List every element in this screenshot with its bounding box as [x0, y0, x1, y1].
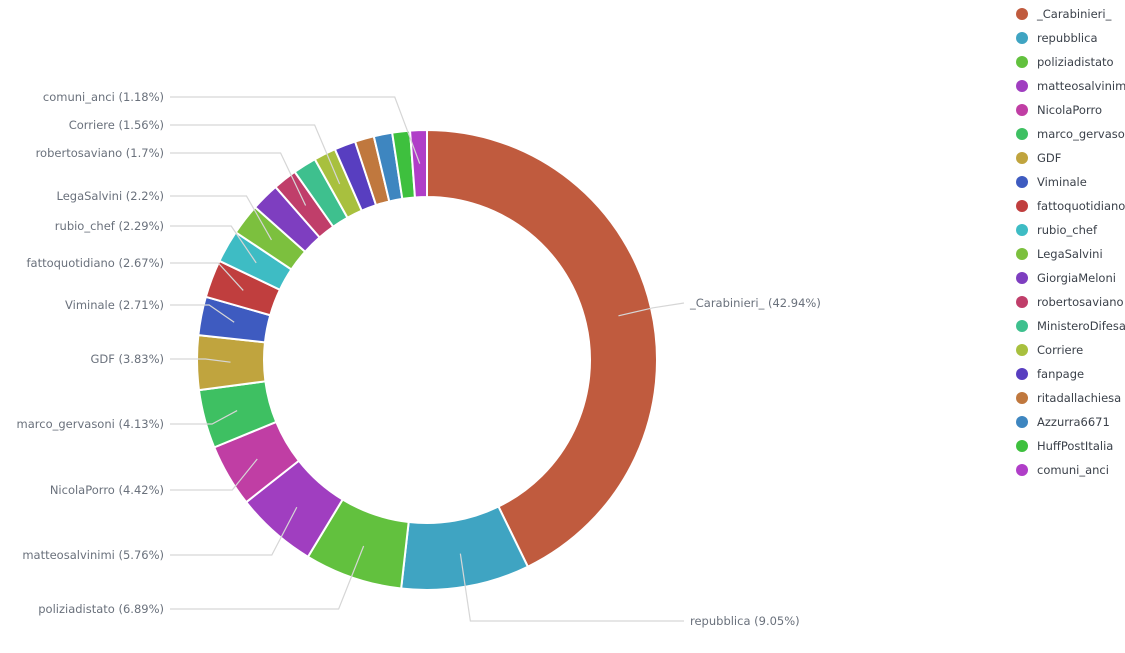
legend-swatch: [1016, 32, 1028, 44]
legend-label: _Carabinieri_: [1037, 7, 1112, 21]
slice-label-gdf: GDF (3.83%): [90, 352, 164, 366]
legend-label: ritadallachiesa: [1037, 391, 1122, 405]
legend-item-corriere[interactable]: Corriere: [1010, 338, 1125, 362]
legend-label: GiorgiaMeloni: [1037, 271, 1116, 285]
slice-label-viminale: Viminale (2.71%): [65, 298, 164, 312]
legend-swatch: [1016, 320, 1028, 332]
legend-swatch: [1016, 464, 1028, 476]
legend-item-comuni-anci[interactable]: comuni_anci: [1010, 458, 1125, 482]
legend-label: comuni_anci: [1037, 463, 1109, 477]
slice-label-carabinieri: _Carabinieri_ (42.94%): [689, 296, 821, 310]
slice-carabinieri[interactable]: [426, 128, 658, 569]
legend-item-gdf[interactable]: GDF: [1010, 146, 1125, 170]
legend-label: marco_gervasoni: [1037, 127, 1125, 141]
slice-label-matteosalvinimi: matteosalvinimi (5.76%): [22, 548, 164, 562]
legend-swatch: [1016, 368, 1028, 380]
legend-swatch: [1016, 200, 1028, 212]
legend-swatch: [1016, 440, 1028, 452]
legend-label: Viminale: [1037, 175, 1087, 189]
legend-swatch: [1016, 128, 1028, 140]
leader-line-rubio-chef: [170, 225, 257, 264]
slice-label-repubblica: repubblica (9.05%): [690, 614, 800, 628]
legend-item-marco-gervasoni[interactable]: marco_gervasoni: [1010, 122, 1125, 146]
leader-line-legasalvini: [170, 195, 272, 241]
legend-label: LegaSalvini: [1037, 247, 1103, 261]
leader-line-matteosalvinimi: [170, 506, 298, 556]
legend-label: poliziadistato: [1037, 55, 1114, 69]
legend-item-legasalvini[interactable]: LegaSalvini: [1010, 242, 1125, 266]
legend-label: MinisteroDifesa: [1037, 319, 1125, 333]
leader-line-fattoquotidiano: [170, 262, 244, 291]
leader-line-marco-gervasoni: [170, 410, 238, 425]
leader-line-repubblica: [459, 553, 684, 622]
leader-line-poliziadistato: [170, 545, 365, 610]
legend-swatch: [1016, 272, 1028, 284]
legend-item-ritadallachiesa[interactable]: ritadallachiesa: [1010, 386, 1125, 410]
legend-label: matteosalvinimi: [1037, 79, 1125, 93]
legend-swatch: [1016, 56, 1028, 68]
legend-swatch: [1016, 344, 1028, 356]
legend-swatch: [1016, 416, 1028, 428]
slice-label-robertosaviano: robertosaviano (1.7%): [36, 146, 164, 160]
legend-swatch: [1016, 224, 1028, 236]
legend-item-nicolaporro[interactable]: NicolaPorro: [1010, 98, 1125, 122]
leader-line-gdf: [170, 358, 231, 363]
legend-label: GDF: [1037, 151, 1062, 165]
legend-item-carabinieri[interactable]: _Carabinieri_: [1010, 2, 1125, 26]
legend-swatch: [1016, 8, 1028, 20]
slice-gdf[interactable]: [196, 333, 267, 392]
legend-label: fattoquotidiano: [1037, 199, 1125, 213]
legend-item-poliziadistato[interactable]: poliziadistato: [1010, 50, 1125, 74]
legend-item-ministerodifesa[interactable]: MinisteroDifesa: [1010, 314, 1125, 338]
legend-swatch: [1016, 176, 1028, 188]
legend-swatch: [1016, 152, 1028, 164]
legend-swatch: [1016, 392, 1028, 404]
leader-line-carabinieri: [618, 302, 685, 317]
slice-label-poliziadistato: poliziadistato (6.89%): [38, 602, 164, 616]
slice-label-nicolaporro: NicolaPorro (4.42%): [50, 483, 164, 497]
legend-swatch: [1016, 296, 1028, 308]
legend-label: Azzurra6671: [1037, 415, 1110, 429]
leader-line-comuni-anci: [170, 96, 421, 164]
legend-swatch: [1016, 248, 1028, 260]
slice-label-rubio-chef: rubio_chef (2.29%): [55, 219, 164, 233]
leader-line-robertosaviano: [170, 152, 307, 206]
legend-label: robertosaviano: [1037, 295, 1124, 309]
slice-label-corriere: Corriere (1.56%): [69, 118, 164, 132]
leader-line-viminale: [170, 304, 235, 323]
legend-item-repubblica[interactable]: repubblica: [1010, 26, 1125, 50]
legend-label: HuffPostItalia: [1037, 439, 1114, 453]
legend-item-fanpage[interactable]: fanpage: [1010, 362, 1125, 386]
legend-item-robertosaviano[interactable]: robertosaviano: [1010, 290, 1125, 314]
legend-item-matteosalvinimi[interactable]: matteosalvinimi: [1010, 74, 1125, 98]
legend-label: repubblica: [1037, 31, 1098, 45]
slice-comuni-anci[interactable]: [408, 128, 428, 199]
legend-item-viminale[interactable]: Viminale: [1010, 170, 1125, 194]
legend-item-fattoquotidiano[interactable]: fattoquotidiano: [1010, 194, 1125, 218]
legend-swatch: [1016, 104, 1028, 116]
chart-legend: _Carabinieri_ repubblica poliziadistato mat…: [1010, 2, 1125, 482]
legend-item-giorgiameloni[interactable]: GiorgiaMeloni: [1010, 266, 1125, 290]
legend-label: fanpage: [1037, 367, 1085, 381]
slice-label-fattoquotidiano: fattoquotidiano (2.67%): [26, 256, 164, 270]
legend-label: NicolaPorro: [1037, 103, 1102, 117]
leader-line-nicolaporro: [170, 458, 258, 491]
legend-item-huffpostitalia[interactable]: HuffPostItalia: [1010, 434, 1125, 458]
legend-swatch: [1016, 80, 1028, 92]
slice-label-legasalvini: LegaSalvini (2.2%): [57, 189, 165, 203]
slice-label-marco-gervasoni: marco_gervasoni (4.13%): [17, 417, 164, 431]
legend-label: rubio_chef: [1037, 223, 1098, 237]
legend-item-azzurra6671[interactable]: Azzurra6671: [1010, 410, 1125, 434]
legend-label: Corriere: [1037, 343, 1084, 357]
slice-label-comuni-anci: comuni_anci (1.18%): [43, 90, 164, 104]
leader-line-corriere: [170, 124, 341, 185]
legend-item-rubio-chef[interactable]: rubio_chef: [1010, 218, 1125, 242]
